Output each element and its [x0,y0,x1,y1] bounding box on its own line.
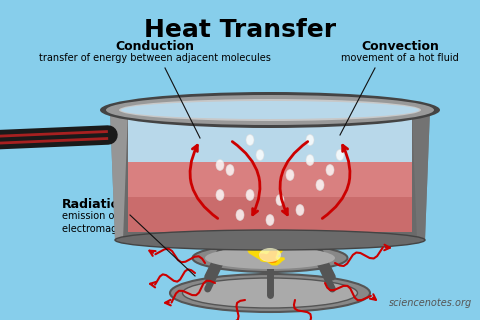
Ellipse shape [115,230,425,250]
Ellipse shape [100,92,440,128]
Ellipse shape [192,244,348,272]
Text: Convection: Convection [361,40,439,53]
Ellipse shape [216,159,224,171]
Ellipse shape [170,274,370,312]
Ellipse shape [106,95,434,125]
Text: emission of
electromagnetic rays: emission of electromagnetic rays [62,211,166,234]
Ellipse shape [256,149,264,161]
Ellipse shape [246,134,254,146]
Ellipse shape [246,189,254,201]
Polygon shape [247,236,286,266]
Ellipse shape [276,195,284,205]
Polygon shape [128,115,412,162]
Text: transfer of energy between adjacent molecules: transfer of energy between adjacent mole… [39,53,271,63]
Ellipse shape [205,247,335,269]
Ellipse shape [306,134,314,146]
Ellipse shape [306,155,314,165]
Ellipse shape [121,101,419,119]
Ellipse shape [336,149,344,161]
Polygon shape [259,248,277,263]
Ellipse shape [226,164,234,175]
Text: sciencenotes.org: sciencenotes.org [389,298,472,308]
Polygon shape [128,197,412,232]
Ellipse shape [119,99,421,121]
Text: Radiation: Radiation [62,198,129,211]
Text: movement of a hot fluid: movement of a hot fluid [341,53,459,63]
Ellipse shape [216,189,224,201]
Ellipse shape [326,164,334,175]
Text: Conduction: Conduction [116,40,194,53]
Ellipse shape [296,204,304,215]
Polygon shape [110,110,128,240]
Polygon shape [412,110,430,240]
Ellipse shape [286,170,294,180]
Ellipse shape [259,248,281,262]
Ellipse shape [266,214,274,226]
Polygon shape [110,110,430,240]
Ellipse shape [236,210,244,220]
Ellipse shape [182,278,358,308]
Text: Heat Transfer: Heat Transfer [144,18,336,42]
Ellipse shape [316,180,324,190]
Polygon shape [128,159,412,232]
